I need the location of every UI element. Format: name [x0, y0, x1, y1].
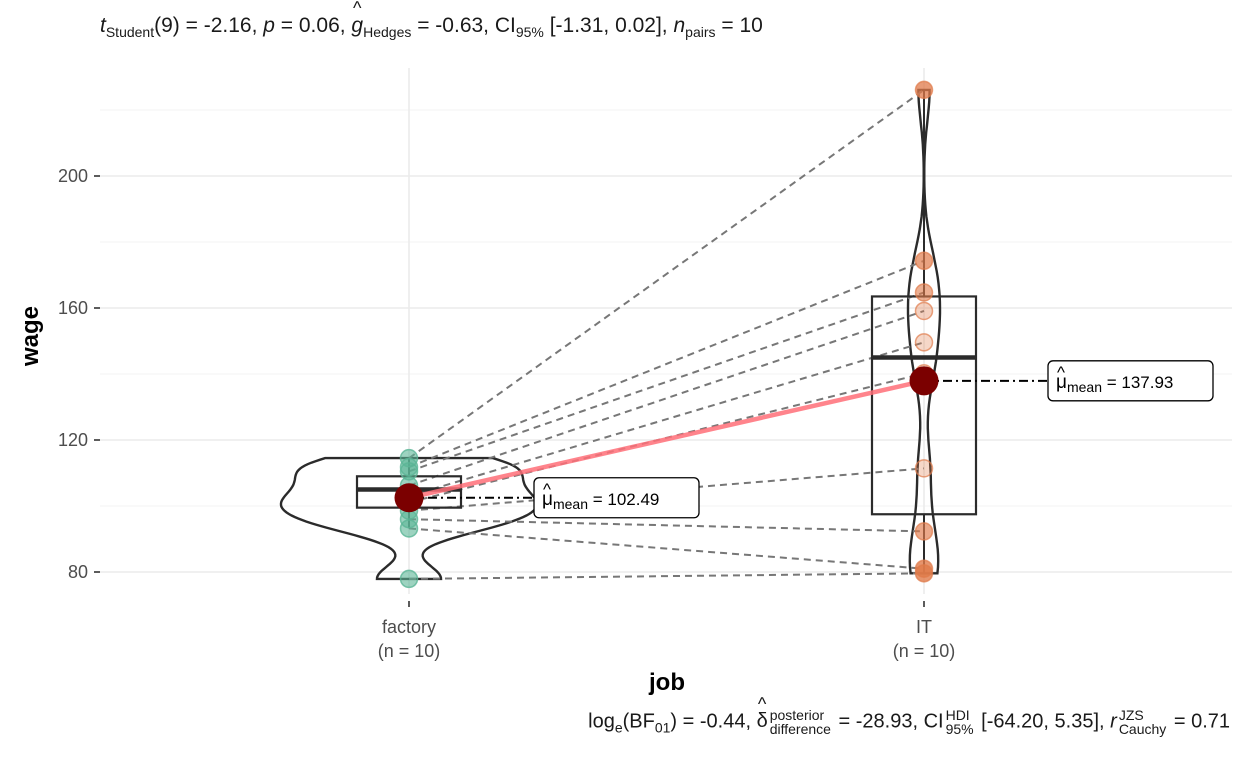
g-value: = -0.63, CI — [411, 14, 516, 37]
point-it — [914, 522, 934, 541]
delta-stack: posterior difference — [770, 708, 831, 736]
mean-label-hat: ^ — [1057, 363, 1065, 382]
mean-label-hat: ^ — [543, 480, 551, 499]
pair-line — [408, 89, 925, 459]
log-text: log — [588, 710, 615, 733]
point-it — [914, 459, 934, 478]
pair-line — [408, 572, 925, 580]
pair-line — [408, 518, 925, 533]
y-tick-label: 200 — [58, 166, 88, 186]
point-factory — [399, 519, 419, 538]
mean-label-mu: μ — [1056, 372, 1067, 393]
mean-label-box — [533, 477, 700, 519]
point-factory — [399, 569, 419, 589]
pair-line — [408, 310, 925, 487]
log-sub: e — [614, 719, 623, 736]
mean-label-sub: mean — [553, 496, 588, 512]
y-tick-label: 120 — [58, 430, 88, 450]
mean-connector-line — [408, 378, 925, 500]
ci-sub: 95% — [515, 24, 544, 41]
g-symbol: g — [351, 0, 363, 38]
r-sup: JZS — [1118, 707, 1144, 723]
r-value: = 0.71 — [1168, 710, 1230, 733]
point-it — [914, 301, 934, 321]
violin-factory — [279, 456, 539, 581]
t-value: (9) = -2.16, — [154, 14, 264, 37]
mean-label-box — [1047, 360, 1214, 402]
chart-caption: loge(BF01) = -0.44, δposteriordifference… — [588, 694, 1230, 736]
x-tick-label: IT — [916, 617, 932, 637]
x-tick-n-label: (n = 10) — [893, 641, 956, 661]
mean-point-factory — [394, 483, 424, 513]
ci-sup: HDI — [945, 707, 970, 723]
delta-symbol: δ — [757, 694, 768, 733]
bf-value: ) = -0.44, — [670, 710, 757, 733]
r-stack: JZS Cauchy — [1119, 708, 1166, 736]
caption-ci-value: [-64.20, 5.35], — [975, 710, 1111, 733]
mean-label: μmean = 102.49 — [542, 489, 659, 512]
point-it — [914, 80, 934, 100]
pair-line — [408, 527, 925, 570]
pair-line — [408, 259, 925, 468]
ci-sub: 95% — [945, 721, 974, 737]
x-tick-label: factory — [382, 617, 436, 637]
r-sub: Cauchy — [1118, 721, 1167, 737]
y-tick-label: 80 — [68, 562, 88, 582]
r-symbol: r — [1110, 710, 1117, 733]
pair-line — [408, 341, 925, 498]
means-layer: μmean = 102.49^μmean = 137.93^ — [394, 360, 1214, 519]
n-value: = 10 — [715, 14, 763, 37]
delta-sub: difference — [769, 721, 831, 737]
mean-point-IT — [909, 366, 939, 396]
n-symbol: n — [673, 14, 686, 37]
bf-open: (BF — [622, 710, 655, 733]
x-tick-n-label: (n = 10) — [378, 641, 441, 661]
x-axis-title: job — [648, 669, 685, 696]
mean-label-value: = 102.49 — [588, 490, 659, 509]
y-axis: 80 120 160 200 — [58, 166, 100, 582]
n-sub: pairs — [685, 24, 716, 41]
pair-line — [408, 291, 925, 473]
p-symbol: p — [263, 14, 275, 37]
ci-stack: HDI 95% — [946, 708, 974, 736]
g-sub: Hedges — [363, 24, 412, 41]
point-it — [914, 251, 934, 271]
mean-label-sub: mean — [1067, 379, 1102, 395]
t-symbol: t — [100, 14, 106, 37]
delta-sup: posterior — [769, 707, 825, 723]
mean-label-value: = 137.93 — [1102, 373, 1173, 392]
x-axis: factory (n = 10) IT (n = 10) — [378, 601, 956, 661]
delta-value: = -28.93, CI — [832, 710, 944, 733]
y-tick-label: 160 — [58, 298, 88, 318]
point-it — [914, 283, 934, 302]
t-sub: Student — [105, 24, 155, 41]
point-it — [914, 333, 934, 352]
ci-value: [-1.31, 0.02], — [543, 14, 674, 37]
mean-label-mu: μ — [542, 489, 553, 510]
bf-sub: 01 — [654, 719, 671, 736]
p-value: = 0.06, — [274, 14, 352, 37]
point-it — [914, 564, 934, 583]
chart-subtitle: tStudent(9) = -2.16, p = 0.06, gHedges =… — [100, 0, 763, 41]
mean-label: μmean = 137.93 — [1056, 372, 1173, 395]
y-axis-title: wage — [17, 306, 44, 367]
